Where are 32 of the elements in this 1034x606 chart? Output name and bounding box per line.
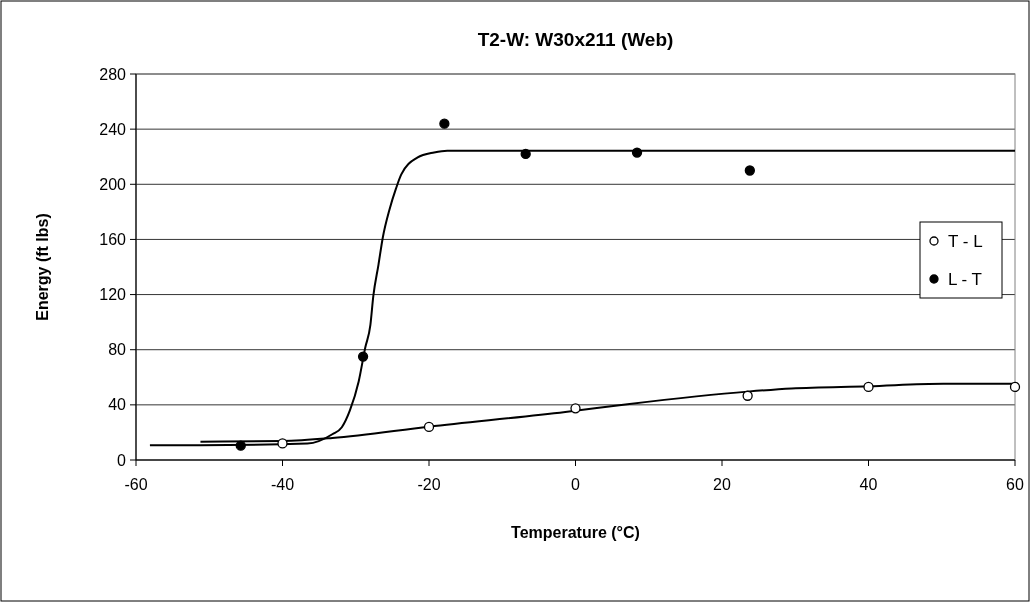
point	[439, 118, 450, 129]
x-tick-label: -20	[417, 476, 441, 493]
point	[235, 440, 246, 451]
y-tick-label: 0	[117, 451, 127, 469]
chart-title: T2-W: W30x211 (Web)	[477, 29, 674, 50]
x-axis-title: Temperature (°C)	[511, 524, 640, 541]
x-tick-label: -60	[124, 476, 148, 493]
y-tick-label: 280	[99, 65, 127, 83]
point	[863, 381, 874, 393]
point	[423, 421, 435, 433]
x-tick-label: -40	[270, 476, 295, 493]
x-tick-label: 0	[571, 476, 581, 493]
y-tick-label: 240	[99, 120, 127, 138]
point	[570, 403, 581, 414]
x-tick-label: 60	[1006, 476, 1024, 493]
y-axis-title: Energy (ft lbs)	[34, 213, 51, 321]
point	[277, 438, 288, 449]
y-tick-label: 80	[108, 341, 127, 359]
point	[742, 390, 753, 401]
y-tick-label: 40	[108, 396, 127, 414]
y-tick-label: 120	[99, 286, 127, 304]
y-tick-label: 160	[99, 231, 127, 249]
point	[631, 147, 643, 158]
legend-label: L - T	[948, 269, 983, 289]
x-tick-label: 40	[859, 476, 878, 493]
point	[1009, 381, 1021, 393]
x-tick-label: 20	[713, 476, 731, 493]
point	[744, 165, 755, 176]
point	[520, 148, 531, 160]
legend-label: T - L	[948, 231, 983, 251]
y-tick-label: 200	[99, 175, 127, 193]
point	[357, 351, 369, 362]
